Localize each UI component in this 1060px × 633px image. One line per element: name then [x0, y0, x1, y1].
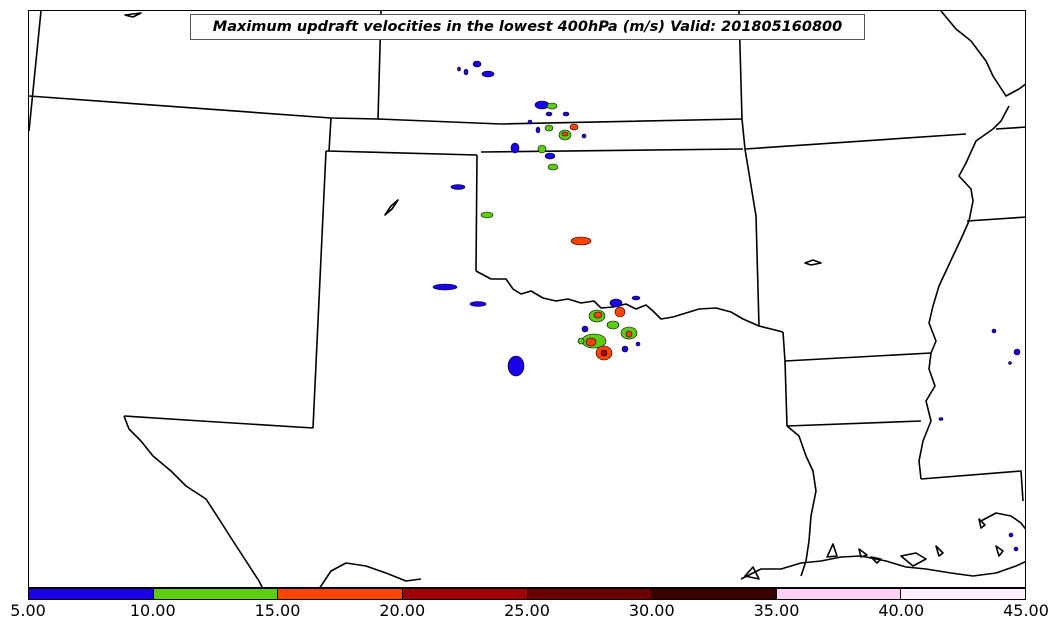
cell	[581, 325, 589, 333]
lake-2	[804, 259, 822, 266]
map-title: Maximum updraft velocities in the lowest…	[190, 14, 865, 40]
colorbar-segment	[278, 589, 403, 599]
cell	[527, 119, 533, 125]
cell	[606, 320, 620, 330]
cell	[463, 68, 469, 76]
map-panel	[28, 10, 1026, 588]
cell	[544, 152, 556, 160]
cell	[625, 330, 633, 338]
colorbar-tick-label: 30.00	[628, 601, 675, 620]
border-ok-panhandle	[475, 154, 478, 272]
cell	[450, 184, 466, 190]
border-co-south	[325, 150, 478, 156]
cell	[510, 142, 520, 154]
cell	[1008, 532, 1014, 538]
cell	[547, 163, 559, 171]
coast-east	[980, 512, 1025, 530]
coast-island-8	[744, 566, 760, 580]
updraft-cells	[432, 60, 1021, 552]
colorbar-segment	[901, 589, 1025, 599]
border-la-south	[786, 420, 922, 427]
red-river	[475, 270, 784, 333]
cell	[432, 283, 458, 291]
mississippi-river	[918, 11, 1025, 480]
cell	[469, 301, 487, 307]
cell	[1013, 546, 1019, 552]
colorbar-tick-label: 40.00	[878, 601, 925, 620]
border-ar-tx	[782, 331, 788, 427]
colorbar-tick-label: 20.00	[379, 601, 426, 620]
cell	[546, 102, 558, 110]
colorbar-tick-label: 25.00	[504, 601, 550, 620]
cell	[585, 337, 597, 347]
cell	[481, 70, 495, 78]
border-ks-mo	[741, 118, 760, 327]
border-tx-nm	[123, 415, 314, 429]
cell	[561, 131, 569, 137]
border-la-tx-sabine	[786, 425, 817, 577]
cell	[938, 417, 944, 421]
cell	[472, 60, 482, 68]
cell	[577, 337, 585, 345]
cell	[609, 298, 623, 308]
cell	[621, 345, 629, 353]
cell	[545, 111, 553, 117]
cell	[635, 341, 641, 347]
colorbar-segment	[153, 589, 279, 599]
cell	[544, 124, 554, 132]
cell	[1013, 348, 1021, 356]
colorbar-segment	[652, 589, 777, 599]
cell	[537, 144, 547, 154]
colorbar-segment	[776, 589, 902, 599]
rio-grande	[123, 415, 263, 587]
border-il-ky	[995, 126, 1025, 130]
coast-island-2	[858, 548, 868, 558]
border-co-west	[328, 117, 332, 152]
lake-1	[384, 199, 399, 216]
colorbar-segment	[29, 589, 154, 599]
cell	[570, 236, 592, 246]
cell	[480, 211, 494, 219]
colorbar-segment	[402, 589, 528, 599]
border-ky-tn	[966, 216, 1025, 222]
colorbar	[28, 588, 1026, 600]
border-wy-ne	[29, 11, 42, 132]
coast-island-5	[935, 545, 944, 557]
coast-island-6	[978, 518, 986, 529]
cell	[457, 66, 461, 72]
colorbar-tick-label: 10.00	[129, 601, 176, 620]
cell	[991, 328, 997, 334]
cell	[614, 306, 626, 318]
coast-island-1	[826, 543, 838, 558]
colorbar-tick-label: 15.00	[254, 601, 301, 620]
coast-island-3	[870, 556, 882, 564]
cell	[535, 126, 541, 134]
map-canvas	[29, 11, 1025, 587]
border-co-nm	[312, 150, 327, 429]
cell	[581, 133, 587, 139]
border-ms-la	[920, 470, 1024, 502]
coast-mexico	[319, 562, 422, 587]
colorbar-segment	[527, 589, 653, 599]
colorbar-labels: 5.00 10.00 15.00 20.00 25.00 30.00 35.00…	[0, 601, 1060, 631]
border-ia-mo	[744, 133, 967, 150]
colorbar-tick-label: 45.00	[1003, 601, 1049, 620]
colorbar-tick-label: 35.00	[753, 601, 800, 620]
border-ok-ks	[480, 148, 744, 153]
colorbar-tick-label: 5.00	[10, 601, 46, 620]
coast-island-4	[900, 552, 927, 567]
cell	[593, 311, 603, 319]
border-sd-ne	[29, 95, 743, 125]
coast-island-7	[995, 545, 1004, 557]
lake-3	[124, 12, 142, 18]
border-mo-ar	[784, 352, 932, 362]
cell	[562, 111, 570, 117]
cell	[1008, 361, 1012, 365]
cell	[507, 355, 525, 377]
cell	[569, 123, 579, 131]
gulf-coast	[740, 555, 1025, 580]
cell	[631, 295, 641, 301]
cell	[600, 349, 608, 357]
